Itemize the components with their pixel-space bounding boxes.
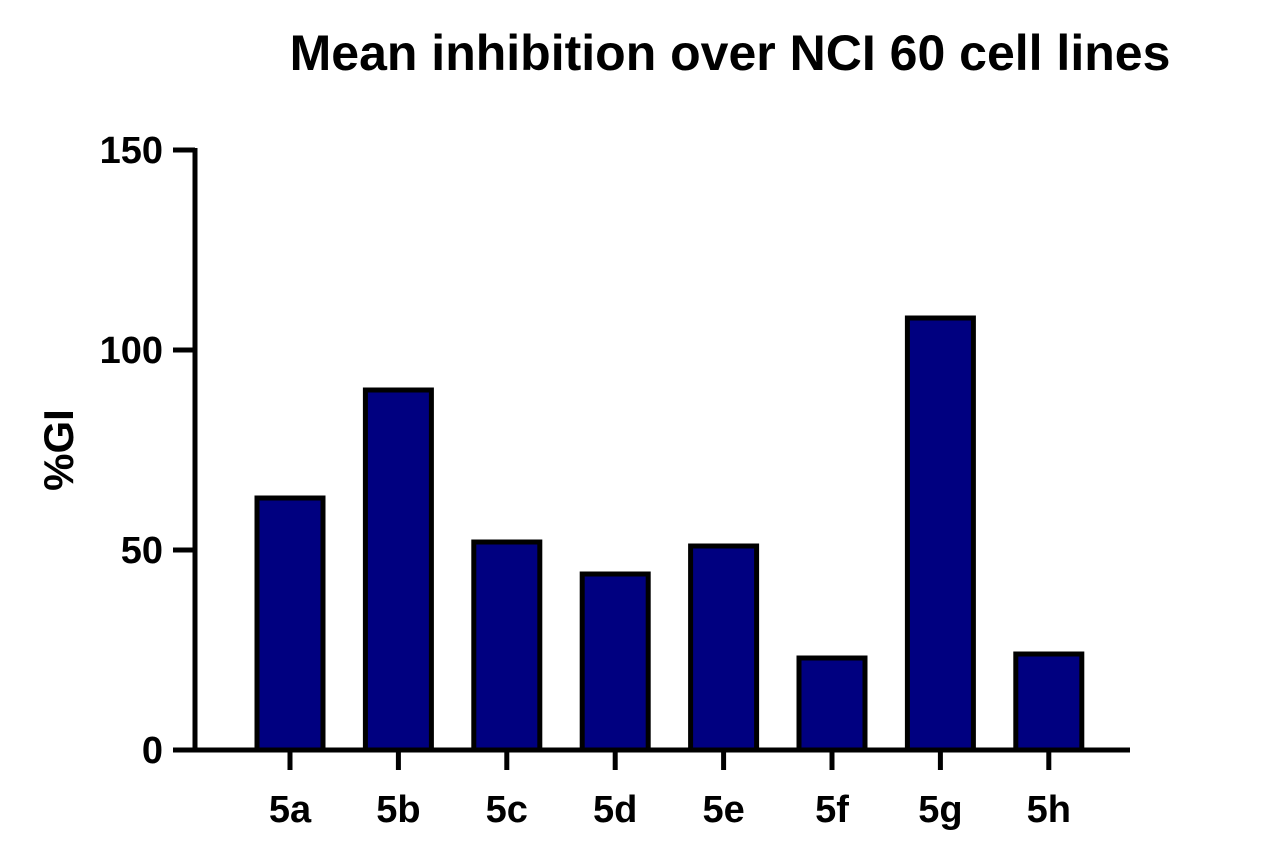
y-tick-label: 50: [121, 530, 163, 572]
bar-5g: [904, 315, 976, 753]
x-axis-ticks: 5a 5b 5c 5d 5e 5f 5g 5h: [269, 750, 1071, 831]
x-tick-label-5a: 5a: [269, 789, 312, 831]
bar-5h: [1013, 651, 1085, 753]
x-tick-label-5h: 5h: [1027, 789, 1071, 831]
x-tick-label-5d: 5d: [593, 789, 637, 831]
bar-5f: [796, 655, 868, 753]
y-tick-label: 0: [142, 730, 163, 772]
x-tick-label-5c: 5c: [486, 789, 528, 831]
x-tick-label-5b: 5b: [376, 789, 420, 831]
y-tick-label: 100: [100, 330, 163, 372]
x-tick-label-5e: 5e: [702, 789, 744, 831]
bar-5b: [362, 387, 434, 753]
x-tick-label-5f: 5f: [815, 789, 849, 831]
bar-5d: [579, 571, 651, 753]
bars-group: [254, 315, 1085, 753]
bar-5e: [688, 543, 760, 753]
y-axis-title: %GI: [35, 409, 82, 491]
bar-5c: [471, 539, 543, 753]
y-tick-label: 150: [100, 130, 163, 172]
chart-title: Mean inhibition over NCI 60 cell lines: [290, 25, 1171, 81]
y-axis-ticks: 0 50 100 150: [100, 130, 195, 772]
bar-5a: [254, 495, 326, 753]
x-tick-label-5g: 5g: [918, 789, 962, 831]
